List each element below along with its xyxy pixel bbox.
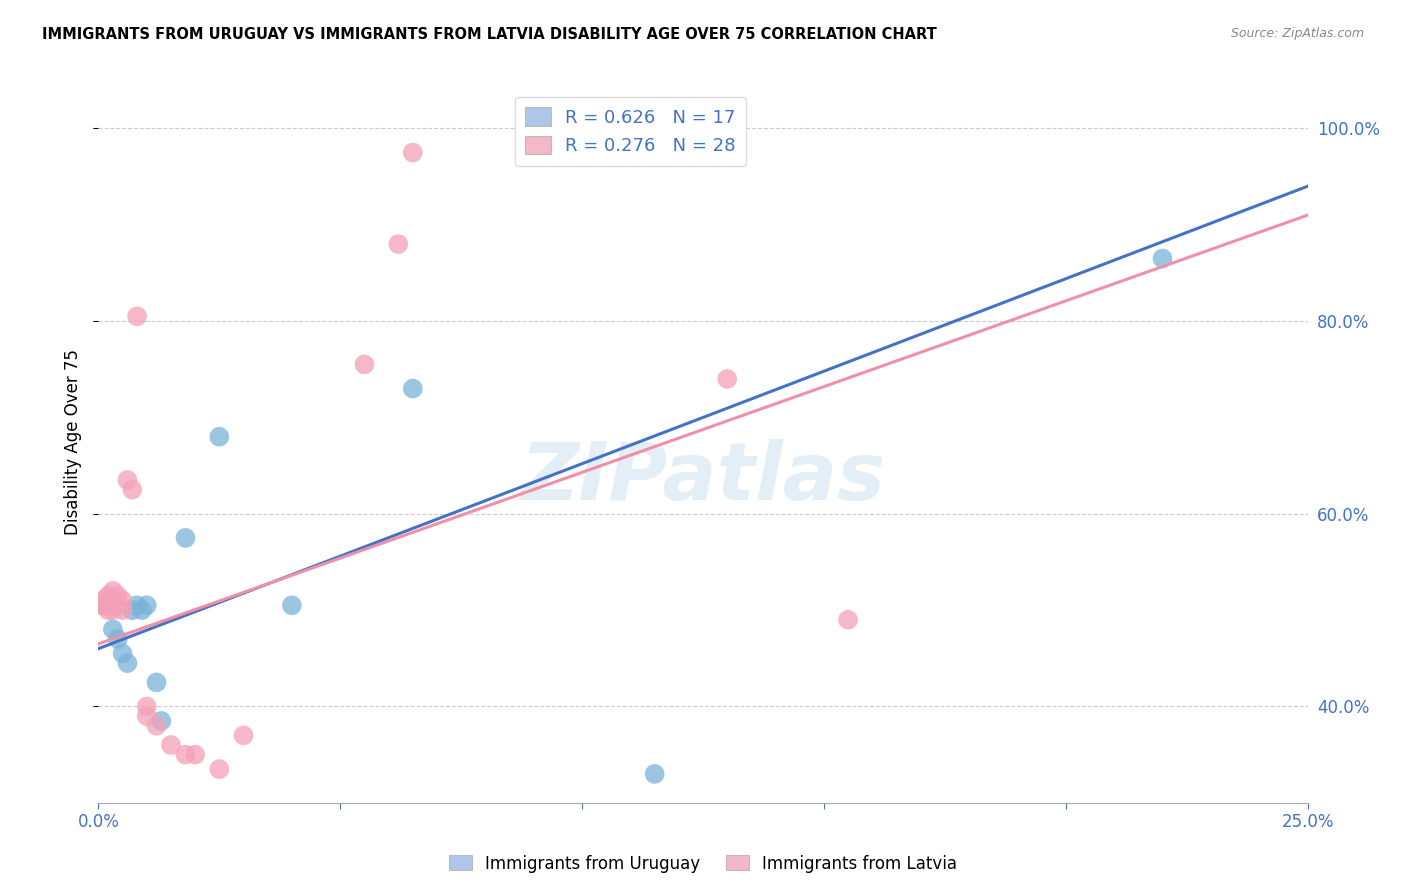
Point xyxy=(208,762,231,776)
Point xyxy=(121,483,143,497)
Point xyxy=(145,675,167,690)
Point xyxy=(107,632,129,646)
Point xyxy=(387,237,409,252)
Point xyxy=(107,589,129,603)
Point xyxy=(174,531,197,545)
Point xyxy=(232,728,254,742)
Point xyxy=(174,747,197,762)
Point xyxy=(716,372,738,386)
Point xyxy=(97,589,120,603)
Point xyxy=(837,613,859,627)
Point xyxy=(101,623,124,637)
Point xyxy=(150,714,173,728)
Point xyxy=(121,603,143,617)
Point xyxy=(91,599,114,613)
Point xyxy=(97,603,120,617)
Point xyxy=(208,430,231,444)
Point xyxy=(135,599,157,613)
Text: ZIPatlas: ZIPatlas xyxy=(520,439,886,516)
Point xyxy=(127,599,149,613)
Point xyxy=(111,647,134,661)
Point xyxy=(111,603,134,617)
Legend: Immigrants from Uruguay, Immigrants from Latvia: Immigrants from Uruguay, Immigrants from… xyxy=(441,848,965,880)
Text: IMMIGRANTS FROM URUGUAY VS IMMIGRANTS FROM LATVIA DISABILITY AGE OVER 75 CORRELA: IMMIGRANTS FROM URUGUAY VS IMMIGRANTS FR… xyxy=(42,27,936,42)
Point xyxy=(131,603,153,617)
Point xyxy=(117,473,139,487)
Point xyxy=(145,719,167,733)
Point xyxy=(135,709,157,723)
Point xyxy=(127,310,149,324)
Point xyxy=(402,145,425,160)
Y-axis label: Disability Age Over 75: Disability Age Over 75 xyxy=(65,349,83,534)
Point xyxy=(101,593,124,607)
Point xyxy=(91,593,114,607)
Text: Source: ZipAtlas.com: Source: ZipAtlas.com xyxy=(1230,27,1364,40)
Point xyxy=(644,767,666,781)
Point xyxy=(281,599,304,613)
Point xyxy=(91,599,114,613)
Point xyxy=(1152,252,1174,266)
Point xyxy=(117,656,139,670)
Point xyxy=(353,358,375,372)
Point xyxy=(107,599,129,613)
Point xyxy=(135,699,157,714)
Point xyxy=(484,848,506,863)
Legend: R = 0.626   N = 17, R = 0.276   N = 28: R = 0.626 N = 17, R = 0.276 N = 28 xyxy=(515,96,747,166)
Point xyxy=(101,603,124,617)
Point xyxy=(184,747,207,762)
Point xyxy=(402,382,425,396)
Point xyxy=(111,593,134,607)
Point xyxy=(160,738,183,752)
Point xyxy=(101,583,124,598)
